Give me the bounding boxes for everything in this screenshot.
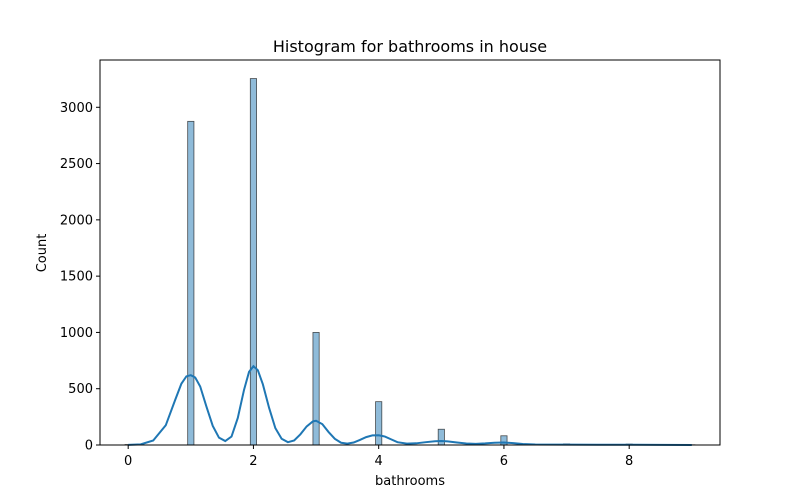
x-tick-label: 2 — [249, 454, 257, 469]
x-tick-label: 6 — [500, 454, 508, 469]
x-tick-label: 4 — [375, 454, 383, 469]
y-tick-label: 2500 — [60, 157, 93, 172]
kde-curve — [128, 364, 692, 446]
y-tick-label: 500 — [68, 382, 93, 397]
y-tick-label: 1000 — [60, 326, 93, 341]
x-axis: 0 2 4 6 8 — [124, 445, 633, 469]
histogram-bar — [249, 78, 257, 446]
chart-title: Histogram for bathrooms in house — [273, 37, 547, 56]
histogram-bar — [312, 332, 320, 446]
y-tick-label: 3000 — [60, 101, 93, 116]
x-axis-label: bathrooms — [375, 474, 445, 489]
histogram-bar — [437, 428, 445, 446]
y-axis-label: Count — [35, 234, 50, 273]
histogram-bar — [375, 401, 383, 446]
x-tick-label: 8 — [625, 454, 633, 469]
histogram-bar — [187, 120, 195, 446]
plot-frame — [99, 59, 721, 446]
y-tick-label: 0 — [85, 439, 93, 454]
y-tick-label: 1500 — [60, 270, 93, 285]
y-axis: 0 500 1000 1500 2000 2500 3000 — [60, 101, 100, 454]
x-tick-label: 0 — [124, 454, 132, 469]
y-tick-label: 2000 — [60, 213, 93, 228]
